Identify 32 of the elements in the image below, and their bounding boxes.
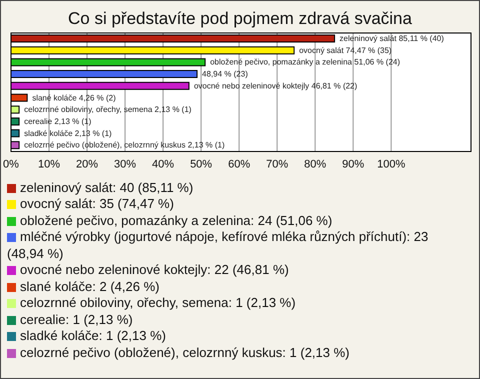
data-label: sladké koláče 2,13 % (1) bbox=[24, 128, 112, 138]
legend-label: ovocné nebo zeleninové koktejly: 22 (46,81 %) bbox=[20, 262, 289, 277]
x-tick-label: 10% bbox=[38, 158, 60, 170]
legend-label: slané koláče: 2 (4,26 %) bbox=[20, 278, 160, 294]
data-label: ovocné nebo zeleninové koktejly 46,81 % (22) bbox=[194, 81, 358, 90]
x-tick-label: 80% bbox=[304, 158, 326, 170]
x-tick-label: 60% bbox=[228, 158, 250, 170]
chart-title: Co si představíte pod pojmem zdravá svačina bbox=[67, 9, 413, 29]
legend-label: ovocný salát: 35 (74,47 %) bbox=[20, 196, 174, 211]
data-label: zeleninový salát 85,11 % (40) bbox=[340, 34, 444, 43]
data-label: celozrné pečivo (obložené), celozrnný kuskus 2,13 % (1) bbox=[24, 140, 225, 150]
x-tick-label: 20% bbox=[76, 158, 98, 170]
data-label: obložené pečivo, pomazánky a zelenina 51,06 % (24) bbox=[210, 58, 400, 67]
data-label: celozrnné obiloviny, ořechy, semena 2,13 % (1) bbox=[24, 105, 192, 114]
x-tick-label: 50% bbox=[190, 158, 212, 170]
data-label: ovocný salát 74,47 % (35) bbox=[299, 46, 392, 55]
x-tick-label: 100% bbox=[377, 158, 406, 170]
data-label: slané koláče 4,26 % (2) bbox=[32, 93, 116, 102]
x-tick-label: 30% bbox=[114, 158, 136, 170]
legend-label: zeleninový salát: 40 (85,11 %) bbox=[20, 180, 194, 194]
legend-label: celozrné pečivo (obložené), celozrnný kuskus: 1 (2,13 %) bbox=[20, 344, 350, 360]
data-label: 48,94 % (23) bbox=[202, 70, 248, 79]
legend-label: celozrnné obiloviny, ořechy, semena: 1 (2,13 %) bbox=[20, 295, 296, 310]
x-tick-label: 90% bbox=[342, 158, 364, 170]
legend-label: cerealie: 1 (2,13 %) bbox=[20, 312, 133, 326]
x-tick-label: 0% bbox=[3, 158, 20, 170]
data-label: cerealie 2,13 % (1) bbox=[24, 116, 92, 126]
x-tick-label: 70% bbox=[266, 158, 288, 170]
legend-label: mléčné výrobky (jogurtové nápoje, kefírové mléka různých příchutí): 23 (48,94 %) bbox=[7, 229, 428, 260]
x-tick-label: 40% bbox=[152, 158, 174, 170]
legend-label: sladké koláče: 1 (2,13 %) bbox=[20, 328, 166, 343]
legend-label: obložené pečivo, pomazánky a zelenina: 24 (51,06 %) bbox=[20, 212, 332, 228]
